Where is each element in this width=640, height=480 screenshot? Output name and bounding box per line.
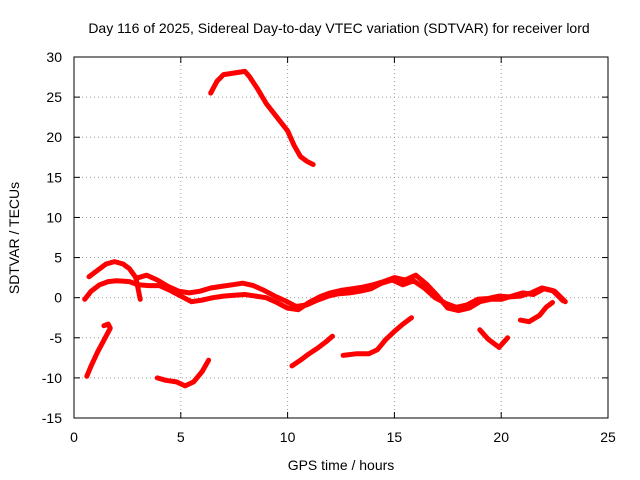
y-tick-label: 10 bbox=[46, 209, 62, 225]
x-tick-label: 10 bbox=[280, 429, 296, 445]
x-tick-label: 0 bbox=[70, 429, 78, 445]
x-tick-label: 5 bbox=[177, 429, 185, 445]
y-tick-label: 25 bbox=[46, 89, 62, 105]
series-arc-low-2 bbox=[154, 357, 212, 389]
axis-ticks bbox=[73, 56, 609, 419]
y-tick-label: -10 bbox=[42, 370, 62, 386]
series-arc-low-3 bbox=[289, 333, 335, 369]
chart-title: Day 116 of 2025, Sidereal Day-to-day VTE… bbox=[88, 20, 589, 36]
y-axis-label: SDTVAR / TECUs bbox=[6, 182, 22, 294]
series-arc-mid-c bbox=[133, 272, 566, 310]
plot-frame bbox=[73, 56, 609, 419]
x-tick-labels: 0 5 10 15 20 25 bbox=[70, 429, 616, 445]
series-arc-low-1 bbox=[84, 321, 113, 379]
y-tick-label: 15 bbox=[46, 169, 62, 185]
grid bbox=[74, 57, 608, 418]
y-tick-label: 5 bbox=[54, 250, 62, 266]
series-arc-high bbox=[208, 68, 316, 167]
x-tick-label: 20 bbox=[493, 429, 509, 445]
y-tick-label: 30 bbox=[46, 49, 62, 65]
x-tick-label: 25 bbox=[600, 429, 616, 445]
y-tick-label: 0 bbox=[54, 290, 62, 306]
series-arc-low-6 bbox=[517, 300, 555, 325]
series-arc-low-5 bbox=[477, 327, 511, 350]
series-arc-mid-b bbox=[86, 259, 143, 302]
x-axis-label: GPS time / hours bbox=[288, 457, 395, 473]
x-tick-label: 15 bbox=[387, 429, 403, 445]
series-arc-low-4 bbox=[340, 315, 414, 358]
y-tick-labels: -15 -10 -5 0 5 10 15 20 25 30 bbox=[42, 49, 62, 426]
y-tick-label: -5 bbox=[50, 330, 63, 346]
y-tick-label: 20 bbox=[46, 129, 62, 145]
series-group bbox=[82, 68, 568, 389]
y-tick-label: -15 bbox=[42, 410, 62, 426]
